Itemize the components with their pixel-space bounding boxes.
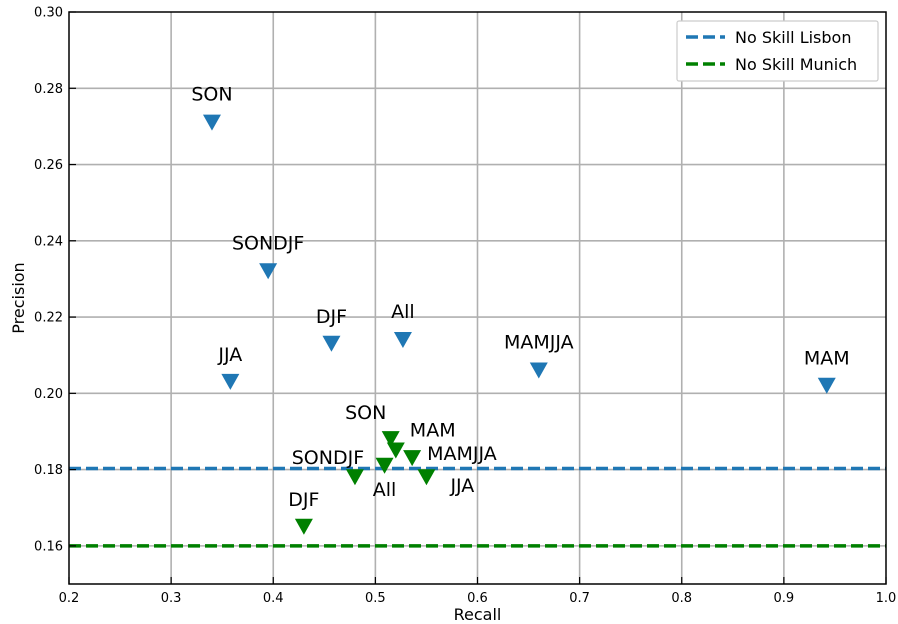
point-label: All <box>391 301 415 323</box>
legend-box <box>676 20 879 82</box>
point-label: DJF <box>288 489 319 511</box>
marker-0-3 <box>393 331 412 348</box>
point-label: MAM <box>410 420 456 442</box>
point-label: SON <box>345 402 386 424</box>
marker-0-1 <box>259 263 278 280</box>
marker-1-3 <box>345 469 364 486</box>
y-tick-label: 0.20 <box>34 387 63 402</box>
marker-1-2 <box>403 450 422 467</box>
marker-0-0 <box>202 114 221 131</box>
marker-0-6 <box>817 377 836 394</box>
x-tick-label: 0.4 <box>263 591 284 606</box>
x-tick-label: 0.5 <box>365 591 386 606</box>
y-tick-label: 0.18 <box>34 463 63 478</box>
point-label: DJF <box>316 306 347 328</box>
marker-1-5 <box>417 469 436 486</box>
x-tick-label: 0.7 <box>569 591 590 606</box>
legend-entry-0: No Skill Lisbon <box>735 28 851 47</box>
x-tick-label: 0.2 <box>59 591 80 606</box>
marker-1-4 <box>375 457 394 474</box>
marker-0-4 <box>221 373 240 390</box>
marker-0-2 <box>322 335 341 352</box>
point-label: All <box>373 479 397 501</box>
point-label: MAM <box>804 348 850 370</box>
marker-0-5 <box>529 362 548 379</box>
x-tick-label: 1.0 <box>876 591 897 606</box>
y-tick-label: 0.16 <box>34 539 63 554</box>
point-label: SON <box>191 84 232 106</box>
point-label: MAMJJA <box>504 331 574 353</box>
marker-1-1 <box>386 442 405 459</box>
point-label: JJA <box>449 475 474 497</box>
y-tick-label: 0.22 <box>34 311 63 326</box>
marker-1-0 <box>381 431 400 448</box>
y-tick-label: 0.24 <box>34 234 63 249</box>
reference-lines <box>69 466 886 548</box>
legend-entry-1: No Skill Munich <box>735 55 857 74</box>
x-axis-label: Recall <box>454 605 502 624</box>
y-tick-label: 0.30 <box>34 6 63 21</box>
legend: No Skill Lisbon No Skill Munich <box>676 20 879 82</box>
point-label: JJA <box>217 344 242 366</box>
point-label: MAMJJA <box>427 443 497 465</box>
x-tick-label: 0.8 <box>671 591 692 606</box>
y-tick-label: 0.28 <box>34 82 63 97</box>
axis-ticks: 0.2 0.3 0.4 0.5 0.6 0.7 0.8 0.9 1.0 0.16 0.18 0.20 0… <box>34 6 896 607</box>
point-label: SONDJF <box>232 232 304 254</box>
x-tick-label: 0.3 <box>161 591 182 606</box>
point-label: SONDJF <box>292 447 364 469</box>
x-tick-label: 0.9 <box>774 591 795 606</box>
marker-1-6 <box>294 518 313 535</box>
x-tick-label: 0.6 <box>467 591 488 606</box>
y-axis-label: Precision <box>9 262 28 333</box>
data-points <box>202 114 836 535</box>
y-tick-label: 0.26 <box>34 158 63 173</box>
